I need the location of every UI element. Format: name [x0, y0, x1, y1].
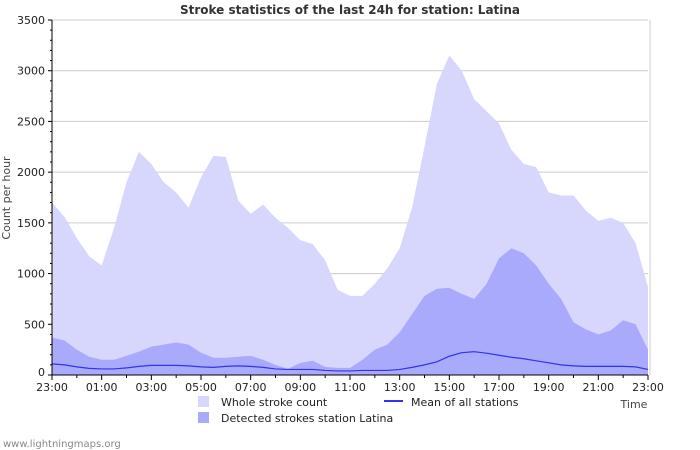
x-tick-label: 09:00	[284, 381, 316, 394]
line-mean-of-all-stations	[51, 351, 649, 372]
x-tick-label: 01:00	[86, 381, 118, 394]
y-tick-label: 1000	[17, 268, 45, 281]
x-tick-label: 15:00	[433, 381, 465, 394]
x-tick-label: 23:00	[632, 381, 664, 394]
x-tick-label: 13:00	[384, 381, 416, 394]
x-tick-label: 19:00	[533, 381, 565, 394]
x-tick-label: 11:00	[334, 381, 366, 394]
y-tick-label: 2500	[17, 115, 45, 128]
y-tick-label: 3000	[17, 65, 45, 78]
legend-swatch-detected	[198, 412, 209, 423]
y-tick-label: 3500	[17, 14, 45, 27]
y-tick-label: 0	[38, 366, 45, 379]
x-tick-label: 17:00	[483, 381, 515, 394]
x-tick-label: 03:00	[135, 381, 167, 394]
y-tick-label: 500	[24, 318, 45, 331]
x-tick-label: 23:00	[36, 381, 68, 394]
y-tick-label: 2000	[17, 166, 45, 179]
x-tick-label: 21:00	[582, 381, 614, 394]
x-tick-label: 05:00	[185, 381, 217, 394]
legend-label: Whole stroke count	[221, 396, 328, 409]
chart-title: Stroke statistics of the last 24h for st…	[180, 3, 520, 17]
area-detected-strokes-station-latina	[52, 248, 648, 375]
watermark: www.lightningmaps.org	[3, 439, 121, 450]
y-tick-label: 1500	[17, 217, 45, 230]
legend-label: Detected strokes station Latina	[221, 412, 393, 425]
legend-label: Mean of all stations	[411, 396, 519, 409]
x-axis-label: Time	[620, 398, 648, 411]
x-tick-label: 07:00	[235, 381, 267, 394]
y-axis-label: Count per hour	[0, 156, 13, 240]
legend-swatch-whole	[198, 396, 209, 407]
